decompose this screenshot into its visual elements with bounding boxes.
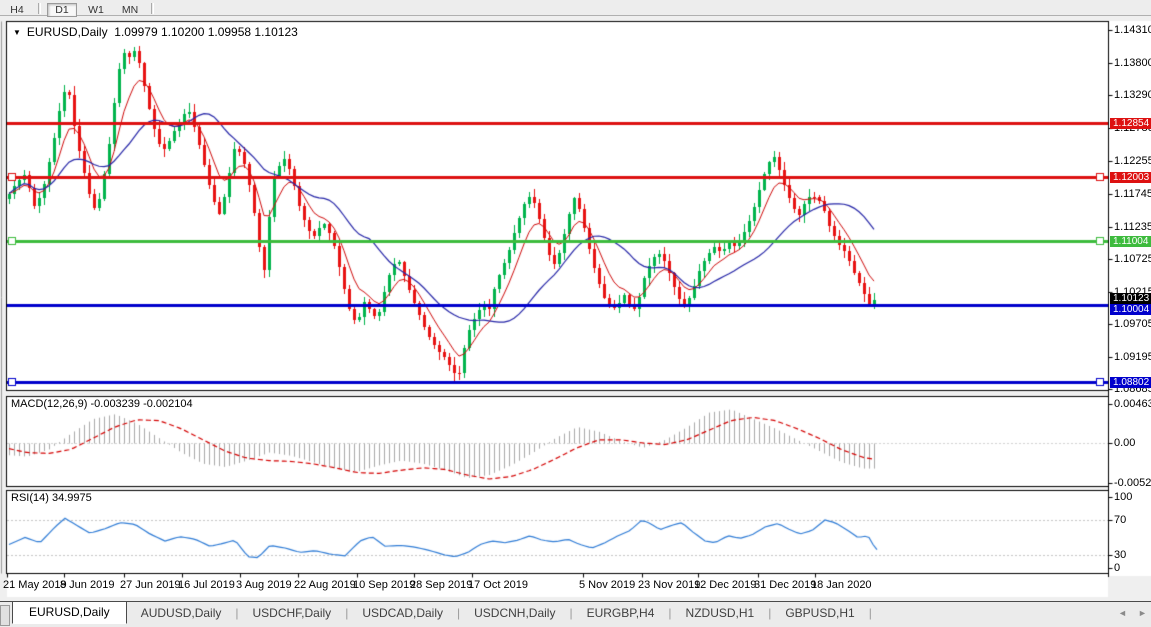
chart-symbol-period: EURUSD,Daily [26, 25, 108, 39]
tab-scroll-left-icon[interactable]: ◄ [1118, 608, 1127, 618]
timeframe-button-W1[interactable]: W1 [88, 4, 104, 16]
price-axis-tick: 1.13290 [1114, 89, 1151, 101]
price-badge: 1.11004 [1110, 236, 1151, 247]
rsi-axis-tick: 100 [1114, 491, 1133, 503]
toolbar-separator [151, 3, 154, 15]
price-badge: 1.10123 [1110, 293, 1151, 304]
tab-EURGBP-H4[interactable]: EURGBP,H4 [586, 606, 655, 620]
price-badge: 1.12854 [1110, 118, 1151, 129]
timeframe-button-D1[interactable]: D1 [47, 3, 77, 17]
toolbar-separator [38, 3, 41, 15]
date-axis-label: 8 Jun 2019 [60, 579, 115, 591]
date-axis-label: 12 Dec 2019 [694, 579, 757, 591]
macd-indicator-label: MACD(12,26,9) -0.003239 -0.002104 [11, 398, 193, 410]
date-axis-label: 22 Aug 2019 [294, 579, 356, 591]
tab-separator: | [457, 606, 461, 620]
tab-separator: | [235, 606, 239, 620]
timeframe-button-H4[interactable]: H4 [10, 4, 24, 16]
tab-EURUSD-Daily[interactable]: EURUSD,Daily [12, 601, 127, 624]
date-axis-label: 27 Jun 2019 [120, 579, 181, 591]
date-axis-label: 10 Sep 2019 [353, 579, 416, 591]
tab-NZDUSD-H1[interactable]: NZDUSD,H1 [685, 606, 755, 620]
chart-tab-bar: EURUSD,Daily AUDUSD,Daily | USDCHF,Daily | US… [0, 601, 1151, 627]
macd-axis-tick: -0.005299 [1114, 477, 1151, 489]
price-badge: 1.12003 [1110, 172, 1151, 183]
symbol-dropdown-icon[interactable]: ▼ [13, 28, 21, 37]
date-axis-label: 21 May 2019 [3, 579, 67, 591]
macd-axis-tick: 0.00463 [1114, 398, 1151, 410]
price-badge: 1.10004 [1110, 304, 1151, 315]
chart-title: ▼ EURUSD,Daily 1.09979 1.10200 1.09958 1.… [13, 25, 298, 39]
rsi-value: 34.9975 [51, 492, 92, 504]
date-axis-label: 18 Jan 2020 [811, 579, 872, 591]
tab-separator: | [668, 606, 672, 620]
date-axis-label: 5 Nov 2019 [579, 579, 636, 591]
price-axis-tick: 1.10725 [1114, 253, 1151, 265]
date-axis-label: 16 Jul 2019 [178, 579, 235, 591]
tab-bar-left-stub [0, 605, 10, 626]
price-axis-tick: 1.11235 [1114, 221, 1151, 233]
tab-separator: | [569, 606, 573, 620]
rsi-indicator-label: RSI(14) 34.9975 [11, 492, 92, 504]
tab-USDCHF-Daily[interactable]: USDCHF,Daily [252, 606, 332, 620]
date-axis-label: 31 Dec 2019 [754, 579, 817, 591]
macd-values: -0.003239 -0.002104 [90, 398, 193, 410]
tab-separator: | [768, 606, 772, 620]
timeframe-button-MN[interactable]: MN [121, 4, 139, 16]
tab-GBPUSD-H1[interactable]: GBPUSD,H1 [785, 606, 855, 620]
price-axis-tick: 1.09705 [1114, 318, 1151, 330]
date-axis-label: 28 Sep 2019 [410, 579, 473, 591]
chart-ohlc-values: 1.09979 1.10200 1.09958 1.10123 [114, 25, 298, 39]
timeframe-toolbar: H4 D1 W1 MN [0, 0, 1151, 17]
tab-USDCAD-Daily[interactable]: USDCAD,Daily [362, 606, 443, 620]
rsi-axis-tick: 30 [1114, 549, 1127, 561]
price-axis-tick: 1.09195 [1114, 351, 1151, 363]
tab-USDCNH-Daily[interactable]: USDCNH,Daily [474, 606, 556, 620]
price-axis-tick: 1.12255 [1114, 155, 1151, 167]
tab-AUDUSD-Daily[interactable]: AUDUSD,Daily [140, 606, 222, 620]
rsi-axis-tick: 70 [1114, 514, 1127, 526]
date-axis-label: 3 Aug 2019 [236, 579, 292, 591]
price-badge: 1.08802 [1110, 377, 1151, 388]
price-axis-tick: 1.14310 [1114, 24, 1151, 36]
date-axis-label: 17 Oct 2019 [468, 579, 528, 591]
price-axis-tick: 1.11745 [1114, 188, 1151, 200]
date-axis-label: 23 Nov 2019 [638, 579, 701, 591]
tab-separator: | [868, 606, 872, 620]
tab-separator: | [345, 606, 349, 620]
macd-axis-tick: 0.00 [1114, 437, 1136, 449]
rsi-axis-tick: 0 [1114, 562, 1121, 574]
price-axis-tick: 1.13800 [1114, 57, 1151, 69]
tab-scroll-right-icon[interactable]: ► [1138, 608, 1147, 618]
